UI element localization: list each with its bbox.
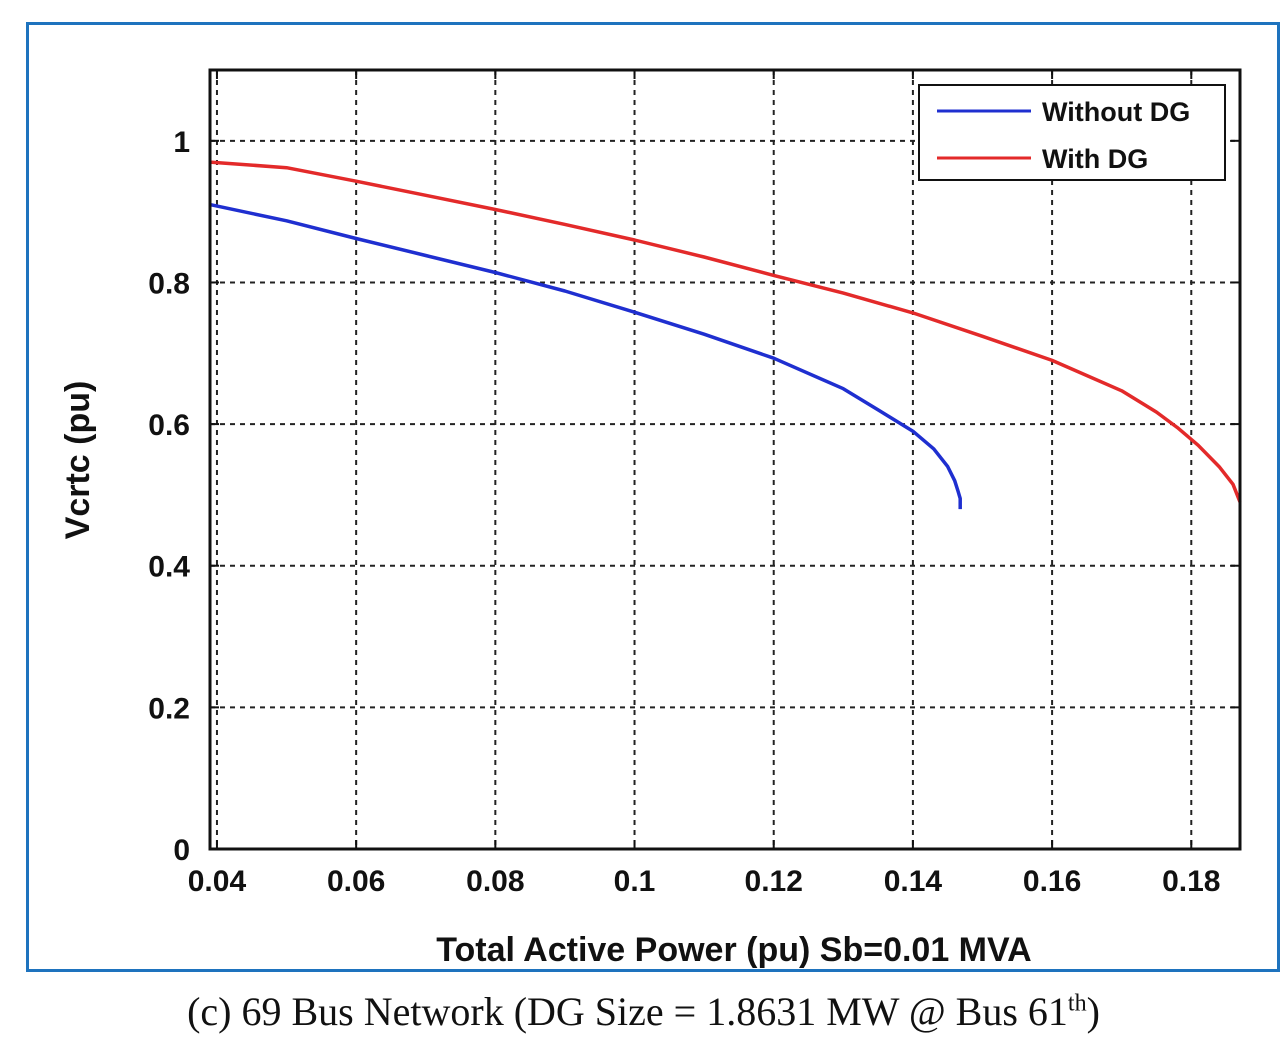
x-tick-label: 0.18 bbox=[1162, 865, 1220, 898]
caption-tail: ) bbox=[1086, 989, 1100, 1034]
legend-label-with-dg: With DG bbox=[1042, 144, 1148, 174]
y-tick-label: 0.4 bbox=[148, 551, 190, 584]
x-tick-label: 0.04 bbox=[188, 865, 247, 898]
y-tick-labels: 0 0.2 0.4 0.6 0.8 1 bbox=[148, 126, 190, 867]
series-line-with-dg bbox=[209, 160, 1242, 503]
legend: Without DG With DG bbox=[918, 84, 1226, 181]
ticks bbox=[210, 70, 1240, 850]
caption-superscript: th bbox=[1067, 990, 1087, 1017]
line-chart: 0.04 0.06 0.08 0.1 0.12 0.14 0.16 0.18 00.20.40… bbox=[59, 68, 1242, 969]
y-tick-label: 0.6 bbox=[148, 409, 190, 442]
x-tick-label: 0.1 bbox=[614, 865, 656, 898]
series-lines bbox=[209, 160, 1242, 510]
y-tick-label: 0.2 bbox=[148, 692, 190, 725]
y-axis-label: Vcrtc (pu) bbox=[59, 381, 97, 540]
x-tick-label: 0.08 bbox=[466, 865, 524, 898]
grid bbox=[210, 70, 1240, 849]
y-tick-label: 0 bbox=[173, 834, 190, 867]
plot-area bbox=[208, 68, 1242, 851]
y-tick-label: 1 bbox=[173, 126, 190, 159]
y-tick-label: 0.8 bbox=[148, 267, 190, 300]
legend-label-without-dg: Without DG bbox=[1042, 97, 1190, 127]
x-tick-label: 0.16 bbox=[1023, 865, 1081, 898]
figure-frame: 0.04 0.06 0.08 0.1 0.12 0.14 0.16 0.18 0 0.2 0.4 0… bbox=[26, 22, 1280, 972]
figure-caption: (c) 69 Bus Network (DG Size = 1.8631 MW … bbox=[0, 988, 1287, 1035]
x-tick-label: 0.14 bbox=[884, 865, 943, 898]
x-tick-labels: 0.04 0.06 0.08 0.1 0.12 0.14 0.16 0.18 bbox=[188, 865, 1221, 898]
x-axis-label: Total Active Power (pu) Sb=0.01 MVA bbox=[436, 931, 1031, 969]
series-line-without-dg bbox=[209, 202, 962, 510]
legend-box bbox=[918, 84, 1226, 181]
caption-text: (c) 69 Bus Network (DG Size = 1.8631 MW … bbox=[187, 989, 1068, 1034]
x-tick-label: 0.06 bbox=[327, 865, 385, 898]
x-tick-label: 0.12 bbox=[745, 865, 803, 898]
